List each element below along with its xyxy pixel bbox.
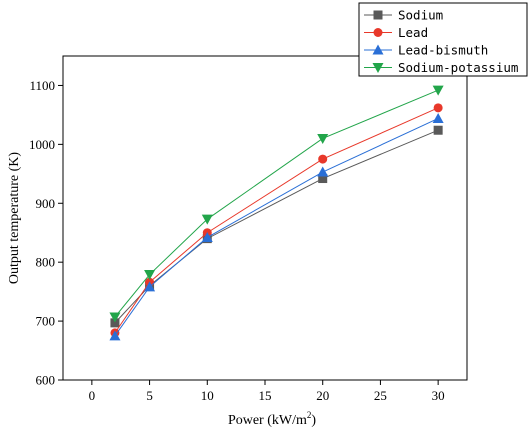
legend-label: Lead-bismuth — [398, 43, 488, 58]
y-axis-title: Output temperature (K) — [7, 152, 22, 285]
data-point — [317, 166, 329, 177]
series-line — [114, 107, 439, 334]
series-2 — [110, 103, 443, 338]
legend-swatch-marker — [372, 44, 384, 55]
x-axis-title: Power (kW/m2) — [228, 410, 316, 428]
data-point — [201, 214, 213, 225]
legend-swatch-marker — [373, 28, 383, 37]
x-axis-title-superscript: 2 — [307, 410, 312, 420]
x-tick-label: 0 — [89, 388, 96, 403]
x-tick-label: 15 — [259, 388, 272, 403]
x-axis: 0 5 10 15 20 25 30 — [89, 380, 445, 403]
data-point — [144, 270, 156, 281]
x-tick-label: 20 — [316, 388, 329, 403]
data-point — [201, 231, 213, 242]
series-1 — [110, 125, 443, 328]
data-point — [144, 281, 156, 292]
data-point — [109, 312, 121, 323]
x-tick-label: 30 — [432, 388, 445, 403]
series-line — [114, 129, 439, 324]
y-tick-label: 900 — [36, 196, 56, 211]
legend-swatch-marker — [372, 63, 384, 73]
x-tick-label: 25 — [374, 388, 387, 403]
x-axis-title-main: Power (kW/m — [228, 413, 307, 428]
legend-entry: Lead-bismuth — [364, 43, 488, 58]
legend-entry: Sodium-potassium — [364, 60, 518, 75]
data-point — [317, 133, 329, 144]
y-axis: 600 700 800 900 1000 1100 — [29, 78, 63, 388]
legend-label: Lead — [398, 25, 428, 40]
legend-swatch-marker — [373, 10, 383, 20]
y-tick-label: 800 — [36, 255, 56, 270]
legend: Sodium Lead Lead-bismuth Sodium-potassium — [358, 2, 528, 77]
x-axis-title-suffix: ) — [311, 413, 316, 428]
series-layer — [109, 85, 444, 341]
data-point — [110, 318, 120, 328]
data-point — [109, 330, 121, 341]
y-tick-label: 1000 — [29, 137, 55, 152]
y-tick-label: 700 — [36, 314, 56, 329]
plot-area — [62, 55, 468, 381]
data-point — [432, 112, 444, 123]
y-tick-label: 600 — [36, 373, 56, 388]
series-4 — [109, 85, 444, 323]
legend-label: Sodium — [398, 8, 443, 23]
series-3 — [109, 112, 444, 341]
y-tick-label: 1100 — [29, 78, 55, 93]
data-point — [318, 154, 328, 164]
x-tick-label: 10 — [201, 388, 214, 403]
data-point — [432, 85, 444, 96]
plot-frame — [62, 55, 468, 381]
data-point — [318, 174, 328, 184]
data-point — [433, 125, 443, 135]
x-tick-label: 5 — [146, 388, 153, 403]
legend-entry: Sodium — [364, 8, 443, 23]
series-line — [114, 89, 439, 318]
data-point — [433, 103, 443, 113]
legend-entry: Lead — [364, 25, 428, 40]
legend-label: Sodium-potassium — [398, 60, 518, 75]
